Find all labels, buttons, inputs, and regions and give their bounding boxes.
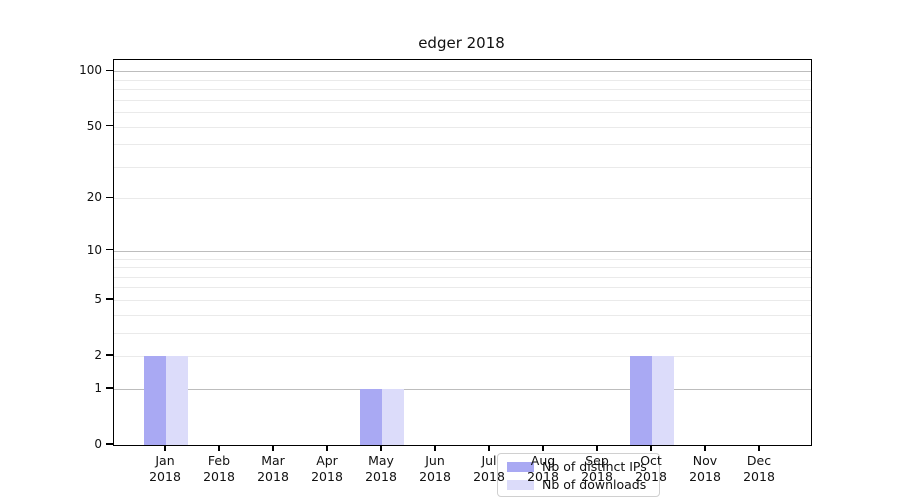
- x-tick-mark: [488, 445, 490, 451]
- x-tick-year: 2018: [743, 469, 775, 484]
- y-tick-mark: [106, 196, 113, 199]
- gridline-minor: [114, 198, 811, 200]
- x-axis-tick-label: May 2018: [354, 453, 408, 485]
- x-axis-tick-label: Sep 2018: [570, 453, 624, 485]
- x-axis-tick-label: Apr 2018: [300, 453, 354, 485]
- x-axis-tick-label: Feb 2018: [192, 453, 246, 485]
- x-tick-year: 2018: [149, 469, 181, 484]
- x-axis-tick-label: Dec 2018: [732, 453, 786, 485]
- legend-label: Nb of downloads: [542, 477, 647, 492]
- y-tick-mark: [106, 69, 113, 71]
- bar: [630, 356, 652, 445]
- gridline-minor: [114, 299, 811, 301]
- gridline-minor: [114, 166, 811, 168]
- y-tick-mark: [106, 249, 113, 251]
- legend-entry: Nb of downloads: [507, 476, 651, 494]
- bar: [360, 388, 382, 445]
- y-tick-mark: [106, 298, 113, 300]
- bar: [166, 356, 188, 445]
- x-tick-month: Aug: [530, 453, 556, 468]
- y-axis-tick-label: 50: [86, 118, 102, 133]
- legend: Nb of distinct IPs Nb of downloads: [497, 453, 660, 497]
- x-axis-tick-label: Aug 2018: [516, 453, 570, 485]
- gridline-minor: [114, 314, 811, 316]
- x-tick-month: Dec: [746, 453, 772, 468]
- y-axis-tick-label: 100: [79, 63, 102, 78]
- y-tick-mark: [106, 387, 113, 389]
- x-tick-year: 2018: [311, 469, 343, 484]
- y-axis-tick-label: 2: [94, 348, 102, 363]
- x-tick-month: Jun: [425, 453, 445, 468]
- chart-title: edger 2018: [418, 34, 505, 52]
- legend-label: Nb of distinct IPs: [542, 459, 647, 474]
- x-tick-year: 2018: [203, 469, 235, 484]
- x-tick-month: Mar: [261, 453, 285, 468]
- x-tick-year: 2018: [473, 469, 505, 484]
- y-tick-mark: [106, 443, 113, 445]
- x-axis-tick-label: Jan 2018: [138, 453, 192, 485]
- y-tick-mark: [106, 354, 113, 356]
- plot-area: Nb of distinct IPs Nb of downloads: [113, 59, 812, 497]
- x-tick-mark: [434, 445, 436, 451]
- gridline-minor: [114, 144, 811, 146]
- x-tick-mark: [326, 445, 328, 451]
- gridline-minor: [114, 258, 811, 260]
- x-tick-month: Sep: [585, 453, 609, 468]
- x-tick-mark: [218, 445, 220, 451]
- y-axis-tick-label: 20: [86, 190, 102, 205]
- bar: [382, 388, 404, 445]
- x-tick-mark: [650, 445, 652, 451]
- x-tick-mark: [380, 445, 382, 451]
- gridline-minor: [114, 356, 811, 358]
- x-tick-year: 2018: [257, 469, 289, 484]
- x-tick-mark: [272, 445, 274, 451]
- x-axis-tick-label: Jul 2018: [462, 453, 516, 485]
- gridline-minor: [114, 126, 811, 128]
- x-tick-year: 2018: [419, 469, 451, 484]
- x-tick-month: Jan: [155, 453, 175, 468]
- legend-entry: Nb of distinct IPs: [507, 458, 651, 476]
- y-axis-tick-label: 1: [94, 380, 102, 395]
- x-axis-tick-label: Oct 2018: [624, 453, 678, 485]
- x-axis-tick-label: Nov 2018: [678, 453, 732, 485]
- y-axis-tick-label: 0: [94, 437, 102, 451]
- gridline-minor: [114, 112, 811, 114]
- y-tick-mark: [106, 124, 113, 127]
- x-tick-mark: [758, 445, 760, 451]
- bar: [144, 356, 166, 445]
- x-tick-year: 2018: [689, 469, 721, 484]
- legend-swatch: [507, 462, 534, 472]
- legend-swatch: [507, 480, 534, 490]
- x-tick-year: 2018: [365, 469, 397, 484]
- x-tick-mark: [164, 445, 166, 451]
- x-tick-mark: [542, 445, 544, 451]
- x-tick-year: 2018: [635, 469, 667, 484]
- x-tick-mark: [596, 445, 598, 451]
- x-tick-month: Apr: [316, 453, 338, 468]
- gridline-major: [114, 71, 811, 73]
- x-tick-mark: [704, 445, 706, 451]
- y-axis-tick-label: 10: [86, 242, 102, 257]
- gridline-minor: [114, 79, 811, 81]
- gridline-major: [114, 250, 811, 252]
- x-tick-year: 2018: [527, 469, 559, 484]
- y-axis-tick-label: 5: [94, 291, 102, 306]
- x-tick-month: May: [368, 453, 394, 468]
- gridline-minor: [114, 267, 811, 269]
- x-tick-month: Feb: [207, 453, 231, 468]
- x-tick-month: Nov: [692, 453, 718, 468]
- gridline-minor: [114, 276, 811, 278]
- x-tick-year: 2018: [581, 469, 613, 484]
- gridline-minor: [114, 332, 811, 334]
- gridline-major: [114, 388, 811, 390]
- x-tick-month: Oct: [640, 453, 662, 468]
- x-axis-tick-label: Mar 2018: [246, 453, 300, 485]
- gridline-minor: [114, 99, 811, 101]
- x-axis-tick-label: Jun 2018: [408, 453, 462, 485]
- gridline-minor: [114, 287, 811, 289]
- bar: [652, 356, 674, 445]
- x-tick-month: Jul: [481, 453, 497, 468]
- gridline-minor: [114, 89, 811, 91]
